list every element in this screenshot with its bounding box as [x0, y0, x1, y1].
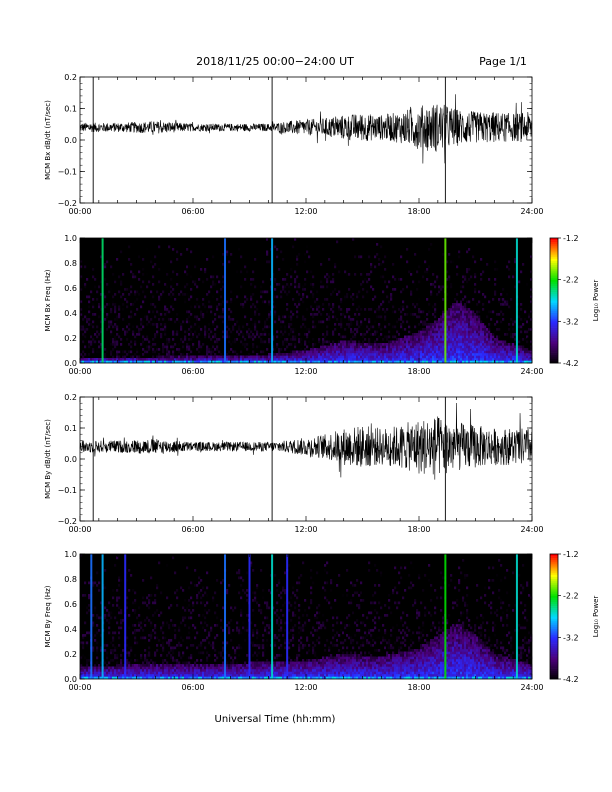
x-tick-label: 18:00: [407, 683, 430, 692]
y-tick-label: 0.0: [64, 675, 77, 684]
x-tick-label: 00:00: [68, 525, 91, 534]
spectral-stripe: [101, 238, 104, 363]
spectral-stripe: [101, 554, 104, 679]
y-axis-label: MCM Bx dB/dt (nT/sec): [44, 100, 52, 180]
spectral-stripe: [286, 554, 289, 679]
y-tick-label: 0.2: [64, 73, 77, 82]
y-tick-label: 0.2: [64, 393, 77, 402]
dbdt-trace: [79, 403, 533, 480]
x-tick-label: 06:00: [181, 525, 204, 534]
colorbar-tick-label: -3.2: [563, 317, 579, 326]
colorbar-label: Log₁₀ Power: [592, 596, 600, 638]
y-tick-label: 0.0: [64, 359, 77, 368]
spectral-stripe: [271, 238, 274, 363]
colorbar-tick-label: -2.2: [563, 276, 579, 285]
spectrogram-cells: [80, 238, 533, 364]
spectral-stripe: [444, 554, 447, 679]
y-axis-label: MCM By Freq (Hz): [44, 585, 52, 647]
y-tick-label: 0.8: [64, 575, 77, 584]
bx-dbdt-panel: 0.2 0.1 0.0 −0.1 −0.2 MCM Bx dB/dt (nT/sec) 00…: [44, 73, 544, 216]
y-tick-label: 0.4: [64, 625, 77, 634]
x-axis-label: Universal Time (hh:mm): [215, 714, 336, 725]
colorbar-tick-label: -1.2: [563, 550, 579, 559]
y-tick-label: 0.2: [64, 334, 77, 343]
colorbar-tick-label: -1.2: [563, 234, 579, 243]
x-tick-label: 24:00: [520, 683, 543, 692]
y-axis-label: MCM Bx Freq (Hz): [44, 269, 52, 331]
y-tick-label: 1.0: [64, 234, 77, 243]
y-tick-label: −0.1: [58, 168, 77, 177]
x-tick-label: 24:00: [520, 525, 543, 534]
plot-frame: [79, 76, 533, 204]
x-tick-label: 06:00: [181, 683, 204, 692]
spectral-stripe: [224, 554, 227, 679]
spectral-stripe: [90, 554, 93, 679]
plot-title: 2018/11/25 00:00−24:00 UT: [196, 55, 354, 68]
spectral-stripe: [515, 238, 518, 363]
x-tick-label: 24:00: [520, 207, 543, 216]
spectral-stripe: [444, 238, 447, 363]
y-tick-label: −0.2: [58, 199, 77, 208]
x-tick-label: 18:00: [407, 525, 430, 534]
colorbar-label: Log₁₀ Power: [592, 280, 600, 322]
y-tick-label: 0.0: [64, 136, 77, 145]
x-tick-label: 06:00: [181, 207, 204, 216]
y-tick-label: 0.1: [64, 105, 77, 114]
y-tick-label: 0.6: [64, 600, 77, 609]
plot-frame: [79, 396, 533, 522]
x-tick-label: 00:00: [68, 207, 91, 216]
y-tick-label: 0.4: [64, 309, 77, 318]
y-tick-label: 1.0: [64, 550, 77, 559]
bx-spectrogram-panel: 1.0 0.8 0.6 0.4 0.2 0.0 MCM Bx Freq (Hz) 00:00 0…: [44, 234, 600, 376]
by-dbdt-panel: 0.2 0.1 0.0 −0.1 −0.2 MCM By dB/dt (nT/sec) 00…: [44, 393, 544, 534]
y-axis-label: MCM By dB/dt (nT/sec): [44, 419, 52, 499]
dbdt-trace: [79, 94, 533, 164]
by-spectrogram-panel: 1.0 0.8 0.6 0.4 0.2 0.0 MCM By Freq (Hz) 00:00 0…: [44, 550, 600, 692]
y-tick-label: −0.1: [58, 486, 77, 495]
x-tick-label: 12:00: [294, 683, 317, 692]
x-tick-label: 06:00: [181, 367, 204, 376]
x-tick-label: 24:00: [520, 367, 543, 376]
colorbar-tick-label: -4.2: [563, 675, 579, 684]
y-tick-label: 0.1: [64, 424, 77, 433]
spectral-stripe: [248, 554, 251, 679]
x-tick-label: 12:00: [294, 525, 317, 534]
spectral-stripe: [224, 238, 227, 363]
x-tick-label: 12:00: [294, 367, 317, 376]
x-tick-label: 12:00: [294, 207, 317, 216]
x-tick-label: 18:00: [407, 207, 430, 216]
y-tick-label: 0.2: [64, 650, 77, 659]
x-tick-label: 00:00: [68, 683, 91, 692]
spectral-stripe: [271, 554, 274, 679]
colorbar: -1.2 -2.2 -3.2 -4.2 Log₁₀ Power: [549, 550, 600, 684]
y-tick-label: 0.0: [64, 455, 77, 464]
y-tick-label: 0.8: [64, 259, 77, 268]
colorbar-tick-label: -2.2: [563, 592, 579, 601]
x-tick-label: 00:00: [68, 367, 91, 376]
colorbar: -1.2 -2.2 -3.2 -4.2 Log₁₀ Power: [549, 234, 600, 368]
y-tick-label: −0.2: [58, 517, 77, 526]
spectrogram-cells: [80, 554, 533, 680]
x-tick-label: 18:00: [407, 367, 430, 376]
spectral-stripe: [515, 554, 518, 679]
colorbar-tick-label: -3.2: [563, 633, 579, 642]
page-number: Page 1/1: [479, 55, 527, 68]
y-tick-label: 0.6: [64, 284, 77, 293]
spectral-stripe: [124, 554, 127, 679]
colorbar-tick-label: -4.2: [563, 359, 579, 368]
